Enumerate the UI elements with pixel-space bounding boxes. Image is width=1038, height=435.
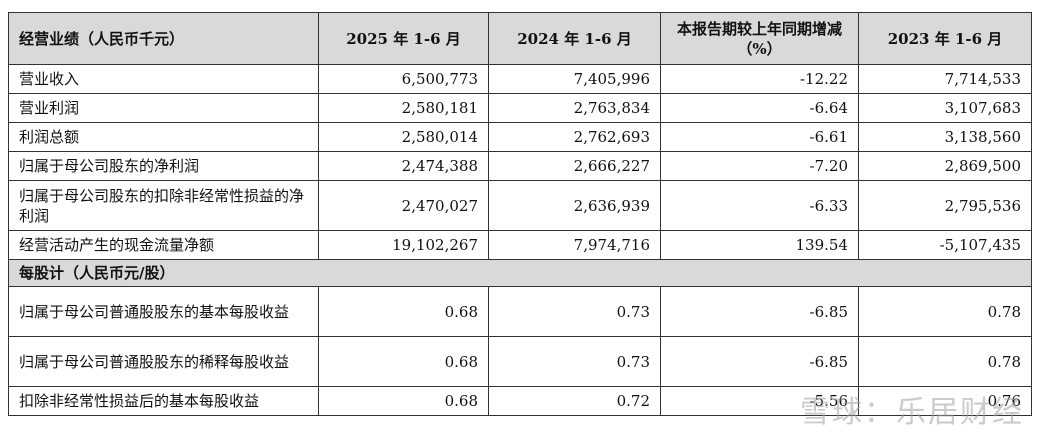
cell-2025: 2,580,181 <box>318 93 489 123</box>
row-label: 归属于母公司股东的净利润 <box>8 151 319 181</box>
table-row: 归属于母公司股东的扣除非经常性损益的净利润 2,470,027 2,636,93… <box>8 180 1032 231</box>
header-metric: 经营业绩（人民币千元） <box>8 12 319 65</box>
cell-2024: 0.72 <box>488 386 661 416</box>
cell-change: -6.61 <box>660 122 859 152</box>
cell-2025: 0.68 <box>318 286 489 337</box>
section-title: 每股计（人民币元/股） <box>8 259 1032 287</box>
row-label: 营业收入 <box>8 64 319 94</box>
cell-2024: 0.73 <box>488 336 661 387</box>
cell-2024: 0.73 <box>488 286 661 337</box>
cell-2024: 2,666,227 <box>488 151 661 181</box>
table-row: 利润总额 2,580,014 2,762,693 -6.61 3,138,560 <box>8 122 1032 152</box>
row-label: 归属于母公司普通股股东的基本每股收益 <box>8 286 319 337</box>
table-row: 归属于母公司股东的净利润 2,474,388 2,666,227 -7.20 2… <box>8 151 1032 181</box>
cell-2023: -5,107,435 <box>858 230 1032 260</box>
cell-change: -5.56 <box>660 386 859 416</box>
cell-2025: 2,580,014 <box>318 122 489 152</box>
header-change-pct: 本报告期较上年同期增减（%） <box>660 12 859 65</box>
header-2024-h1: 2024 年 1-6 月 <box>488 12 661 65</box>
row-label: 归属于母公司股东的扣除非经常性损益的净利润 <box>8 180 319 231</box>
cell-2023: 7,714,533 <box>858 64 1032 94</box>
financial-summary-table: 经营业绩（人民币千元） 2025 年 1-6 月 2024 年 1-6 月 本报… <box>8 12 1032 416</box>
header-2023-h1: 2023 年 1-6 月 <box>858 12 1032 65</box>
row-label: 经营活动产生的现金流量净额 <box>8 230 319 260</box>
table-row: 归属于母公司普通股股东的基本每股收益 0.68 0.73 -6.85 0.78 <box>8 286 1032 337</box>
cell-change: -7.20 <box>660 151 859 181</box>
cell-2025: 0.68 <box>318 386 489 416</box>
cell-2025: 19,102,267 <box>318 230 489 260</box>
cell-change: -6.85 <box>660 286 859 337</box>
cell-2024: 2,763,834 <box>488 93 661 123</box>
row-label: 利润总额 <box>8 122 319 152</box>
cell-2023: 2,795,536 <box>858 180 1032 231</box>
cell-2024: 2,762,693 <box>488 122 661 152</box>
financial-table-container: 经营业绩（人民币千元） 2025 年 1-6 月 2024 年 1-6 月 本报… <box>8 12 1032 416</box>
cell-2024: 7,974,716 <box>488 230 661 260</box>
cell-change: -6.85 <box>660 336 859 387</box>
cell-2023: 3,107,683 <box>858 93 1032 123</box>
cell-change: -6.64 <box>660 93 859 123</box>
cell-2023: 3,138,560 <box>858 122 1032 152</box>
header-2025-h1: 2025 年 1-6 月 <box>318 12 489 65</box>
cell-2025: 6,500,773 <box>318 64 489 94</box>
cell-2023: 0.78 <box>858 286 1032 337</box>
cell-2023: 2,869,500 <box>858 151 1032 181</box>
table-row: 经营活动产生的现金流量净额 19,102,267 7,974,716 139.5… <box>8 230 1032 260</box>
cell-2024: 7,405,996 <box>488 64 661 94</box>
cell-change: -6.33 <box>660 180 859 231</box>
cell-2025: 2,470,027 <box>318 180 489 231</box>
table-header-row: 经营业绩（人民币千元） 2025 年 1-6 月 2024 年 1-6 月 本报… <box>8 12 1032 65</box>
cell-2024: 2,636,939 <box>488 180 661 231</box>
row-label: 归属于母公司普通股股东的稀释每股收益 <box>8 336 319 387</box>
table-row: 归属于母公司普通股股东的稀释每股收益 0.68 0.73 -6.85 0.78 <box>8 336 1032 387</box>
table-row: 营业利润 2,580,181 2,763,834 -6.64 3,107,683 <box>8 93 1032 123</box>
table-row: 扣除非经常性损益后的基本每股收益 0.68 0.72 -5.56 0.76 <box>8 386 1032 416</box>
row-label: 营业利润 <box>8 93 319 123</box>
cell-2025: 2,474,388 <box>318 151 489 181</box>
cell-2025: 0.68 <box>318 336 489 387</box>
cell-change: 139.54 <box>660 230 859 260</box>
table-row: 营业收入 6,500,773 7,405,996 -12.22 7,714,53… <box>8 64 1032 94</box>
cell-2023: 0.76 <box>858 386 1032 416</box>
cell-2023: 0.78 <box>858 336 1032 387</box>
section-header-row: 每股计（人民币元/股） <box>8 259 1032 287</box>
cell-change: -12.22 <box>660 64 859 94</box>
row-label: 扣除非经常性损益后的基本每股收益 <box>8 386 319 416</box>
